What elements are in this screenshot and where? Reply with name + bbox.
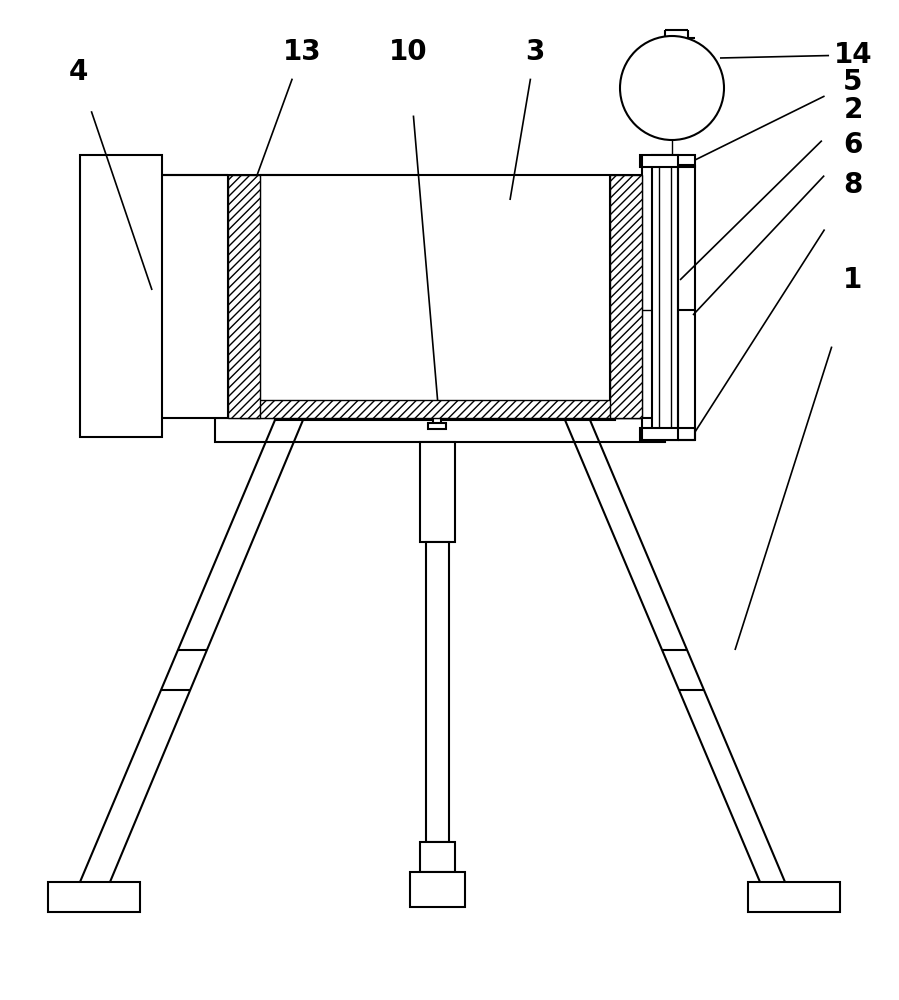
Bar [652,155,678,440]
Text: 14: 14 [833,41,872,69]
Bar [410,872,465,907]
Bar [158,175,640,418]
Bar [426,542,449,842]
Bar [240,400,640,418]
Bar [428,423,446,429]
Bar [640,428,695,440]
Text: 8: 8 [843,171,863,199]
Bar [433,418,441,425]
Bar [80,155,162,437]
Bar [748,882,840,912]
Bar [640,155,695,167]
Text: 2: 2 [843,96,863,124]
Bar [48,882,140,912]
Bar [420,842,455,872]
Text: 10: 10 [388,38,427,66]
Bar [215,418,665,442]
Text: 13: 13 [282,38,321,66]
Bar [275,408,615,420]
Text: 5: 5 [843,68,863,96]
Bar [228,175,260,418]
Circle shape [620,36,724,140]
Bar [420,442,455,542]
Bar [610,175,642,418]
Text: 1: 1 [843,266,863,294]
Text: 6: 6 [843,131,863,159]
Text: 3: 3 [525,38,545,66]
Text: 4: 4 [68,58,88,86]
Bar [431,405,443,418]
